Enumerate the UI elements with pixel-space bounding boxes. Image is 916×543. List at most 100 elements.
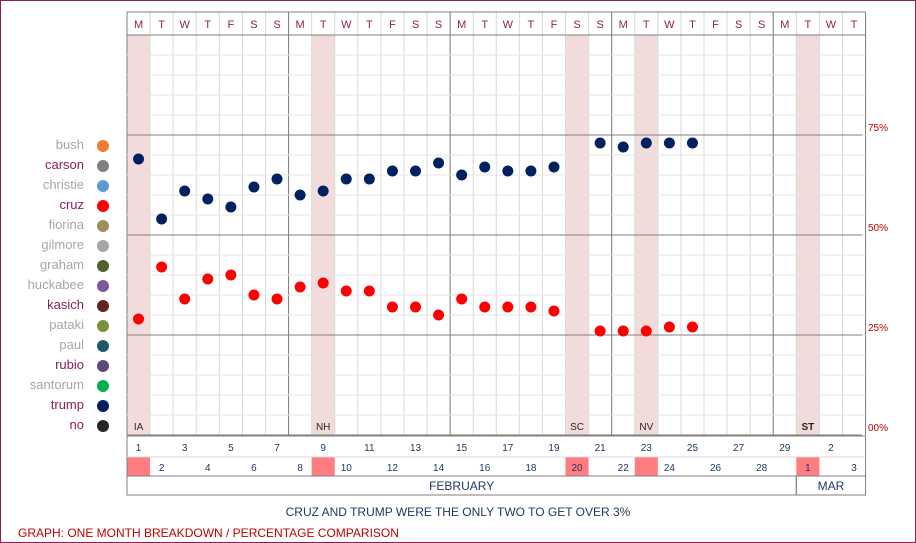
date-number: 5 <box>228 443 234 454</box>
date-number: 8 <box>297 463 303 474</box>
weekday-label: W <box>180 19 191 31</box>
weekday-label: T <box>851 19 858 31</box>
legend-item: christie <box>18 176 114 196</box>
data-point-cruz <box>479 301 491 313</box>
data-point-cruz <box>502 301 514 313</box>
legend-label: fiorina <box>48 217 84 232</box>
date-number: 19 <box>548 443 560 454</box>
date-number: 12 <box>387 463 399 474</box>
data-point-trump <box>686 137 698 149</box>
weekday-label: W <box>503 19 514 31</box>
data-point-cruz <box>202 273 214 285</box>
date-number: 27 <box>733 443 745 454</box>
data-point-cruz <box>640 325 652 337</box>
legend-label: santorum <box>29 377 84 392</box>
legend-label: graham <box>39 257 84 272</box>
weekday-label: S <box>735 19 742 31</box>
legend-item: fiorina <box>18 216 114 236</box>
legend-label: pataki <box>49 317 84 332</box>
legend-label: kasich <box>47 297 84 312</box>
data-point-trump <box>410 165 421 177</box>
legend-swatch <box>97 420 109 432</box>
date-number: 20 <box>571 463 583 474</box>
event-label: NH <box>316 422 330 433</box>
weekday-label: T <box>481 19 488 31</box>
legend-swatch <box>97 200 109 212</box>
date-number: 26 <box>710 463 722 474</box>
legend-swatch <box>97 320 109 332</box>
data-point-cruz <box>525 301 537 313</box>
weekday-label: S <box>250 19 257 31</box>
weekday-label: S <box>573 19 580 31</box>
legend-item: bush <box>18 136 114 156</box>
legend-swatch <box>97 160 109 172</box>
data-point-cruz <box>340 285 352 297</box>
weekday-label: M <box>134 19 143 31</box>
legend-label: bush <box>55 137 84 152</box>
date-number: 21 <box>595 443 607 454</box>
legend-swatch <box>97 240 109 252</box>
highlight-date-cell <box>311 457 335 476</box>
date-row-box <box>126 435 867 477</box>
data-point-cruz <box>225 269 237 281</box>
data-point-trump <box>156 213 168 225</box>
weekday-label: T <box>204 19 211 31</box>
legend-swatch <box>97 380 109 392</box>
date-number: 28 <box>756 463 768 474</box>
weekday-label: T <box>643 19 650 31</box>
data-point-trump <box>133 153 145 165</box>
legend-label: no <box>69 417 84 432</box>
y-tick-label: 25% <box>868 323 888 334</box>
legend-swatch <box>97 180 109 192</box>
data-point-trump <box>317 185 329 197</box>
event-label: IA <box>134 422 144 433</box>
legend-item: kasich <box>18 296 114 316</box>
date-number: 2 <box>159 463 165 474</box>
data-point-cruz <box>617 325 629 337</box>
data-point-cruz <box>317 277 329 289</box>
date-number: 10 <box>341 463 353 474</box>
data-point-cruz <box>410 301 421 313</box>
legend-label: trump <box>50 397 84 412</box>
weekday-label: F <box>712 19 719 31</box>
y-tick-label: 00% <box>868 423 888 434</box>
weekday-label: T <box>320 19 327 31</box>
legend-item: carson <box>18 156 114 176</box>
data-point-cruz <box>133 313 145 325</box>
legend-label: christie <box>42 177 84 192</box>
y-tick-label: 75% <box>868 123 888 134</box>
data-point-trump <box>640 137 652 149</box>
graph-footer: GRAPH: ONE MONTH BREAKDOWN / PERCENTAGE … <box>18 526 399 540</box>
data-point-trump <box>663 137 675 149</box>
data-point-cruz <box>271 293 283 305</box>
data-point-trump <box>248 181 260 193</box>
legend-item: cruz <box>18 196 114 216</box>
month-box <box>795 475 867 496</box>
data-point-trump <box>363 173 375 185</box>
date-number: 11 <box>364 443 375 454</box>
data-point-cruz <box>294 281 306 293</box>
event-label: SC <box>570 422 584 433</box>
legend-swatch <box>97 360 109 372</box>
y-tick-label: 50% <box>868 223 888 234</box>
date-number: 29 <box>779 443 791 454</box>
highlight-date-cell <box>634 457 658 476</box>
date-number: 6 <box>251 463 257 474</box>
data-point-trump <box>340 173 352 185</box>
legend-swatch <box>97 140 109 152</box>
weekday-label: M <box>296 19 305 31</box>
legend-item: paul <box>18 336 114 356</box>
date-number: 2 <box>828 443 834 454</box>
date-number: 4 <box>205 463 211 474</box>
data-point-cruz <box>594 325 606 337</box>
data-point-trump <box>617 141 629 153</box>
highlight-date-cell <box>796 457 820 476</box>
weekday-label: S <box>596 19 603 31</box>
data-point-cruz <box>156 261 168 273</box>
date-number: 1 <box>136 443 142 454</box>
data-point-trump <box>179 185 191 197</box>
data-point-trump <box>456 169 468 181</box>
date-number: 15 <box>456 443 468 454</box>
data-point-trump <box>548 161 560 173</box>
chart-caption: CRUZ AND TRUMP WERE THE ONLY TWO TO GET … <box>285 505 631 519</box>
